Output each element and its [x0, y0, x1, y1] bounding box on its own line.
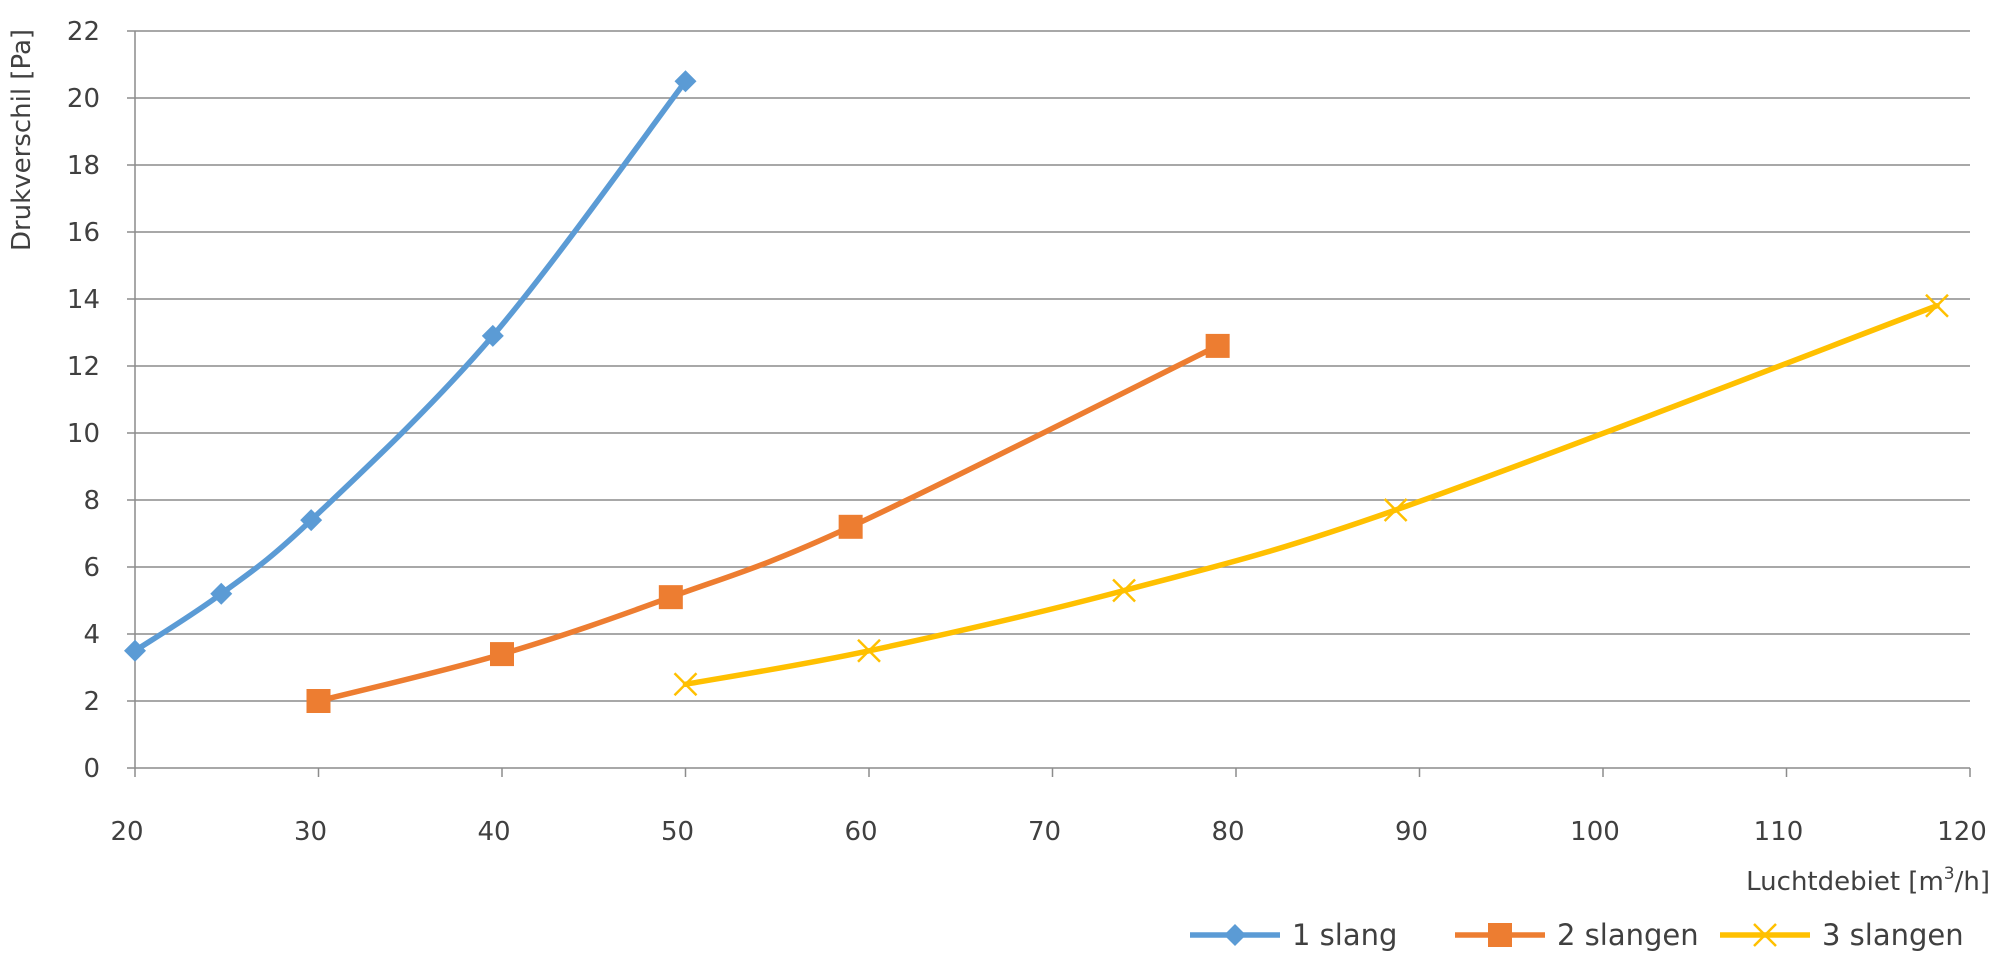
x-tick-label: 110 [1754, 817, 1804, 847]
x-tick-label: 90 [1395, 817, 1428, 847]
data-point [658, 585, 683, 610]
series-layer [124, 70, 1949, 713]
x-tick-label: 100 [1570, 817, 1620, 847]
x-tick-label: 80 [1211, 817, 1244, 847]
series-line [132, 78, 689, 654]
y-tick-label: 4 [83, 620, 100, 650]
legend-marker [1488, 923, 1512, 947]
series-2 [306, 333, 1230, 713]
x-axis-title: Luchtdebiet [m3/h] [1746, 864, 1990, 897]
legend-item: 3 slangen [1720, 918, 1964, 952]
legend-label: 2 slangen [1557, 918, 1699, 952]
y-tick-label: 14 [67, 285, 100, 315]
data-point [1205, 333, 1230, 358]
x-tick-label: 120 [1937, 817, 1987, 847]
x-axis-title-end: /h] [1955, 867, 1990, 897]
y-tick-label: 18 [67, 151, 100, 181]
data-point [838, 514, 863, 539]
series-1 [124, 70, 697, 662]
x-axis-title-main: Luchtdebiet [m [1746, 867, 1944, 897]
legend-label: 1 slang [1292, 918, 1397, 952]
data-point [1112, 578, 1136, 603]
y-tick-label: 10 [67, 419, 100, 449]
y-tick-label: 16 [67, 218, 100, 248]
data-point [300, 509, 323, 532]
data-point [673, 672, 698, 697]
y-tick-label: 8 [83, 486, 100, 516]
x-tick-label: 40 [477, 817, 510, 847]
series-line [682, 302, 1940, 688]
data-point [674, 70, 697, 93]
legend-item: 2 slangen [1455, 918, 1699, 952]
y-tick-label: 22 [67, 17, 100, 47]
legend: 1 slang 2 slangen 3 slangen [1190, 918, 1964, 952]
y-tick-label: 0 [83, 754, 100, 784]
legend-marker [1753, 923, 1777, 947]
data-point [1383, 498, 1408, 522]
y-tick-label: 2 [83, 687, 100, 717]
x-tick-label: 50 [661, 817, 694, 847]
data-point [210, 582, 233, 605]
x-tick-label: 70 [1028, 817, 1061, 847]
data-point [481, 324, 504, 347]
y-tick-label: 20 [67, 84, 100, 114]
x-tick-labels: 20 30 40 50 60 70 80 90 100 110 120 [110, 817, 1986, 847]
x-tick-label: 30 [294, 817, 327, 847]
y-tick-labels: 0 2 4 6 8 10 12 14 16 18 20 22 [67, 17, 100, 784]
y-tick-label: 6 [83, 553, 100, 583]
y-tick-label: 12 [67, 352, 100, 382]
x-axis-title-superscript: 3 [1944, 864, 1955, 884]
legend-marker [1224, 924, 1246, 946]
series-line [315, 343, 1221, 704]
data-point [857, 638, 881, 663]
y-axis-title: Drukverschil [Pa] [7, 29, 37, 251]
x-tick-label: 20 [110, 817, 143, 847]
axes [127, 30, 1971, 777]
data-point [1925, 293, 1949, 318]
legend-label: 3 slangen [1822, 918, 1964, 952]
x-tick-label: 60 [844, 817, 877, 847]
series-3 [673, 293, 1949, 697]
gridlines [135, 30, 1970, 702]
legend-item: 1 slang [1190, 918, 1397, 952]
data-point [124, 639, 146, 662]
data-point [306, 689, 331, 713]
data-point [490, 642, 514, 667]
